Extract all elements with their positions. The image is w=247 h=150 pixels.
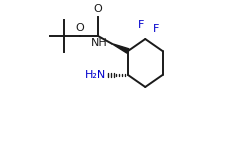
Text: F: F: [138, 21, 144, 30]
Text: H₂N: H₂N: [85, 70, 106, 80]
Text: O: O: [94, 4, 102, 14]
Polygon shape: [111, 44, 129, 53]
Text: O: O: [76, 23, 84, 33]
Text: NH: NH: [91, 38, 108, 48]
Text: F: F: [153, 24, 160, 34]
